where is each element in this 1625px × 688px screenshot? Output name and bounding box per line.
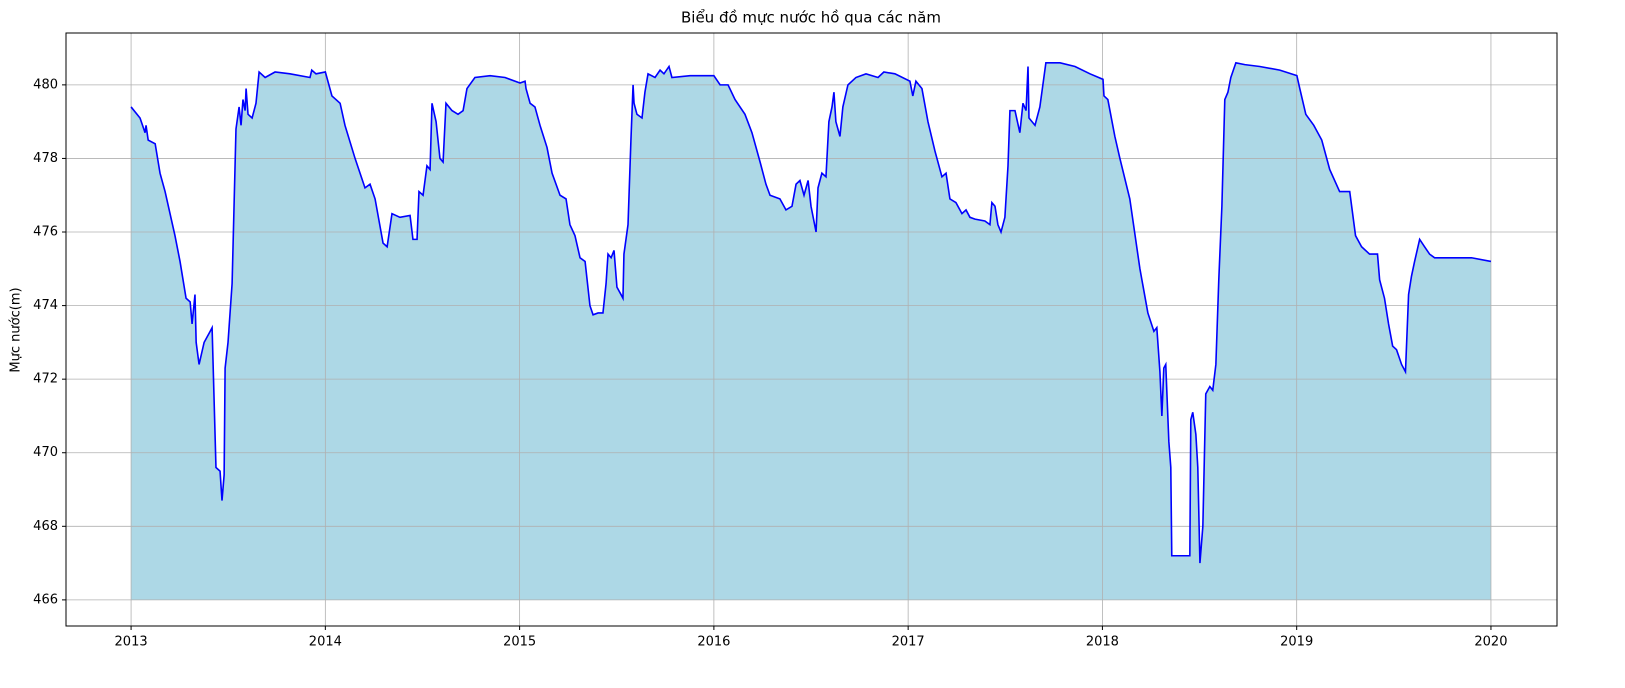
- x-tick-label: 2019: [1280, 635, 1313, 650]
- y-tick-label: 476: [33, 225, 58, 240]
- chart-title: Biểu đồ mực nước hồ qua các năm: [681, 9, 941, 27]
- area-fill: [131, 62, 1491, 600]
- water-level-line: [130, 61, 1492, 564]
- y-tick-label: 478: [33, 151, 58, 166]
- y-tick-label: 468: [33, 519, 58, 534]
- x-tick-label: 2015: [503, 635, 536, 650]
- x-tick-label: 2020: [1474, 635, 1507, 650]
- y-tick-label: 470: [33, 445, 58, 460]
- y-tick-label: 472: [33, 372, 58, 387]
- x-tick-label: 2017: [892, 635, 925, 650]
- x-tick-label: 2016: [697, 635, 730, 650]
- x-tick-label: 2014: [309, 635, 342, 650]
- y-axis-label: Mực nước(m): [9, 287, 24, 372]
- plot-frame: [65, 32, 1558, 627]
- x-tick-label: 2013: [115, 635, 148, 650]
- y-tick-label: 466: [33, 592, 58, 607]
- y-tick-label: 480: [33, 77, 58, 92]
- x-tick-label: 2018: [1086, 635, 1119, 650]
- y-tick-label: 474: [33, 298, 58, 313]
